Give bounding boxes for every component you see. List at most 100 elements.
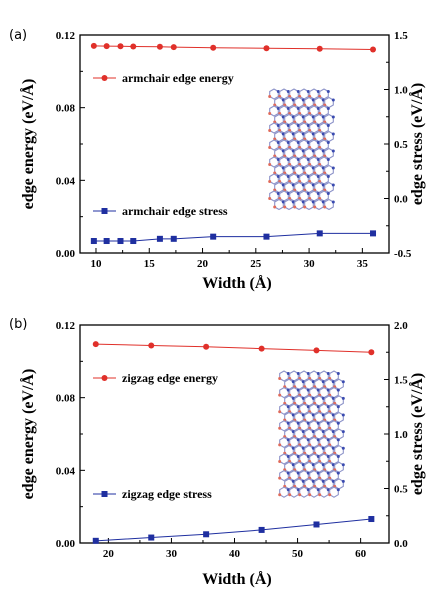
lattice-ring	[289, 486, 299, 498]
lattice-atom	[306, 175, 310, 178]
lattice-atom	[311, 166, 315, 170]
lattice-ring	[269, 173, 279, 185]
lattice-ring	[314, 445, 324, 457]
lattice-atom	[331, 396, 335, 400]
lattice-ring	[319, 122, 329, 134]
lattice-atom	[311, 132, 315, 136]
y2-tick-label: 2.0	[394, 320, 408, 332]
data-point-energy	[313, 347, 320, 354]
lattice-ring	[329, 386, 339, 399]
lattice-ring	[284, 395, 294, 407]
legend-b: zigzag edge energy zigzag edge stress	[93, 371, 218, 501]
lattice-ring	[309, 420, 319, 432]
lattice-atom	[291, 396, 295, 400]
lattice-atom	[326, 471, 330, 475]
lattice-atom	[278, 476, 282, 480]
lattice-ring	[324, 147, 334, 160]
lattice-ring	[299, 173, 309, 185]
lattice-ring	[304, 181, 314, 194]
lattice-ring	[309, 403, 319, 415]
lattice-atom	[281, 115, 285, 119]
lattice-atom	[306, 471, 310, 475]
lattice-atom	[331, 430, 335, 434]
lattice-atom	[291, 446, 295, 450]
lattice-ring	[299, 190, 309, 202]
lattice-atom	[321, 132, 325, 136]
data-point-energy	[368, 349, 375, 356]
lattice-atom	[268, 95, 272, 98]
data-point-stress	[92, 537, 99, 544]
lattice-atom	[306, 438, 310, 442]
lattice-atom	[268, 129, 272, 132]
lattice-atom	[321, 446, 325, 450]
series-marks-b	[92, 341, 375, 544]
lattice-ring	[324, 478, 334, 490]
lattice-ring	[329, 420, 339, 432]
lattice-ring	[314, 113, 324, 126]
lattice-atom	[321, 479, 325, 483]
lattice-atom	[311, 430, 315, 434]
tick-marks-a: 10 15 20 25 30 35 0.00 0.04 0.08 0.12 -0.5 0.0 0.5 1.…	[56, 30, 412, 270]
lattice-ring	[294, 445, 304, 457]
data-point-energy	[170, 44, 177, 51]
lattice-atom	[268, 197, 272, 200]
legend-label-armchair-stress: armchair edge stress	[122, 204, 228, 218]
lattice-atom	[306, 421, 310, 425]
lattice-atom	[306, 107, 310, 110]
data-point-stress	[210, 233, 217, 240]
x-tick-label: 40	[229, 548, 241, 560]
lattice-atom	[296, 388, 300, 392]
lattice-ring	[289, 173, 299, 185]
lattice-ring	[284, 96, 294, 109]
data-point-stress	[263, 233, 270, 240]
y2-tick-label: 1.5	[394, 375, 408, 387]
lattice-ring	[279, 370, 289, 382]
lattice-atom	[326, 141, 330, 144]
lattice-ring	[289, 420, 299, 432]
lattice-atom	[336, 455, 340, 458]
lattice-ring	[284, 461, 294, 473]
lattice-ring	[324, 411, 334, 424]
lattice-atom	[311, 413, 315, 417]
lattice-atom	[331, 446, 335, 450]
lattice-ring	[299, 370, 309, 382]
lattice-ring	[319, 469, 329, 482]
lattice-atom	[268, 163, 272, 166]
legend-a: armchair edge energy armchair edge stres…	[93, 71, 234, 218]
lattice-atom	[278, 410, 282, 414]
y-axis-title-a: edge energy (eV/Å)	[19, 79, 37, 210]
lattice-atom	[326, 388, 330, 392]
lattice-atom	[276, 124, 280, 127]
lattice-atom	[278, 493, 282, 497]
lattice-ring	[284, 378, 294, 390]
lattice-atom	[291, 380, 295, 384]
lattice-ring	[324, 378, 334, 390]
lattice-ring	[314, 164, 324, 177]
lattice-atom	[278, 460, 282, 463]
lattice-atom	[286, 438, 290, 442]
lattice-atom	[336, 372, 340, 375]
lattice-atom	[296, 141, 300, 144]
lattice-ring	[279, 403, 289, 415]
lattice-atom	[306, 192, 310, 195]
lattice-ring	[329, 370, 339, 382]
lattice-atom	[316, 471, 320, 475]
lattice-ring	[304, 461, 314, 473]
lattice-ring	[309, 105, 319, 117]
lattice-ring	[279, 436, 289, 449]
x-tick-label: 20	[197, 258, 209, 270]
lattice-atom	[286, 405, 290, 409]
lattice-ring	[309, 436, 319, 449]
lattice-ring	[334, 428, 344, 440]
y2-tick-label: -0.5	[394, 248, 412, 260]
y-tick-label: 0.08	[56, 393, 76, 405]
lattice-atom	[326, 175, 330, 178]
legend-label-zigzag-energy: zigzag edge energy	[122, 371, 218, 385]
lattice-ring	[309, 156, 319, 168]
lattice-ring	[314, 428, 324, 440]
lattice-atom	[301, 115, 305, 119]
lattice-atom	[311, 149, 315, 153]
lattice-ring	[284, 445, 294, 457]
y-axis-title-b: edge energy (eV/Å)	[19, 369, 37, 500]
lattice-ring	[319, 486, 329, 498]
